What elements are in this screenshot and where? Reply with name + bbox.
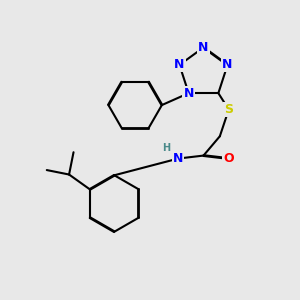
Text: N: N — [222, 58, 233, 71]
Text: H: H — [162, 143, 170, 153]
Text: S: S — [224, 103, 233, 116]
Text: N: N — [198, 41, 209, 54]
Text: O: O — [224, 152, 234, 165]
Text: N: N — [173, 152, 183, 165]
Text: N: N — [174, 58, 185, 71]
Text: N: N — [184, 87, 194, 100]
